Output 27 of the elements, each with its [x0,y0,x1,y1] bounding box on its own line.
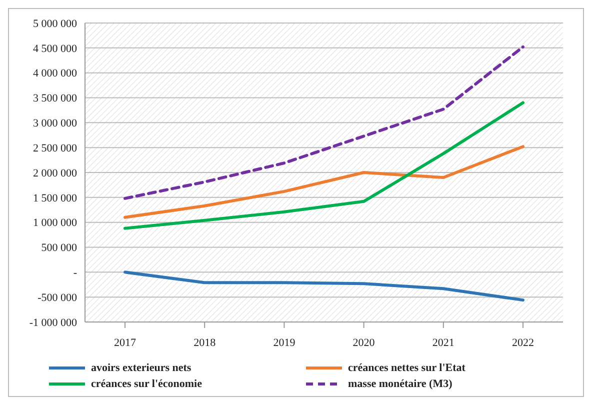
y-tick-label: 3 000 000 [33,118,78,130]
y-tick-label: 1 500 000 [33,192,78,204]
y-tick-label: 2 500 000 [33,142,78,154]
line-series [124,101,524,230]
x-tick-label: 2021 [432,336,454,349]
y-tick-label: 4 500 000 [33,42,78,55]
y-tick-label: - [73,267,78,280]
line-series [124,45,524,200]
y-tick-label: 3 500 000 [33,92,78,105]
legend-label: masse monétaire (M3) [348,378,452,390]
y-tick-label: 2 000 000 [33,167,78,180]
x-tick-label: 2019 [273,336,296,349]
y-tick-label: -500 000 [38,292,78,304]
y-tick-label: -1 000 000 [29,316,78,329]
x-tick-label: 2018 [194,336,216,349]
y-tick-label: 4 000 000 [33,68,78,80]
x-tick-label: 2017 [114,336,136,349]
legend-label: créances sur l'économie [91,378,202,390]
x-tick-label: 2020 [352,336,376,349]
line-series [124,145,524,219]
y-tick-label: 1 000 000 [33,217,78,230]
legend-label: créances nettes sur l'Etat [348,362,466,374]
y-tick-label: 5 000 000 [33,18,78,30]
line-series [124,270,524,302]
x-tick-label: 2022 [512,336,534,349]
legend-label: avoirs exterieurs nets [91,362,192,374]
y-tick-label: 500 000 [41,242,78,254]
